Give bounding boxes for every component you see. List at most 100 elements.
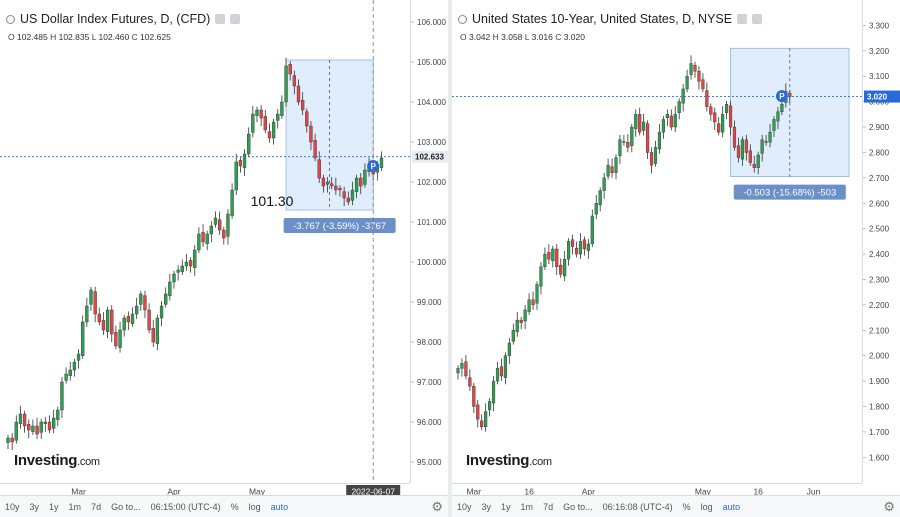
candle-body <box>89 289 93 305</box>
candle-body <box>728 105 733 128</box>
us10y-toolbar-item[interactable]: 1y <box>501 501 511 512</box>
dxy-toolbar-item[interactable]: Go to... <box>111 501 141 512</box>
x-tick-label: Mar <box>71 487 86 497</box>
settings-small-icon[interactable] <box>230 14 241 24</box>
us10y-plot-area[interactable]: -0.503 (-15.68%) -503 P <box>452 0 862 483</box>
x-tick-label: Apr <box>167 487 180 497</box>
candle-body <box>47 421 52 431</box>
candle-body <box>491 380 496 404</box>
us10y-time-axis[interactable]: Mar 16 Apr May 16 Jun <box>452 483 862 497</box>
candle-body <box>673 114 677 128</box>
dxy-toolbar-item[interactable]: log <box>248 501 261 512</box>
dxy-toolbar-item[interactable]: auto <box>270 501 289 512</box>
y-tick-label: 2.800 <box>869 148 890 157</box>
candle-body <box>515 319 519 333</box>
y-tick-label: 104.000 <box>417 98 446 107</box>
candle-body <box>456 368 460 374</box>
us10y-toolbar-item[interactable]: log <box>700 501 713 512</box>
gear-icon[interactable]: ⚙ <box>883 498 895 514</box>
us10y-toolbar-item[interactable]: auto <box>722 501 741 512</box>
candle-body <box>768 131 772 143</box>
dxy-ohlc-readout: O 102.485 H 102.835 L 102.460 C 102.625 <box>8 32 171 42</box>
candle-body <box>555 248 559 267</box>
y-tick-label: 2.900 <box>869 123 890 132</box>
candle-body <box>488 401 492 411</box>
dxy-toolbar-item[interactable]: % <box>230 501 239 512</box>
candle-body <box>507 342 511 356</box>
dxy-toolbar-item[interactable]: 7d <box>91 501 102 512</box>
candle-body <box>752 164 756 168</box>
candle-body <box>267 131 272 139</box>
candle-body <box>531 299 535 306</box>
candle-body <box>155 317 160 344</box>
candle-body <box>677 101 681 113</box>
settings-small-icon[interactable] <box>752 14 763 24</box>
candle-body <box>76 353 81 361</box>
dxy-toolbar-item[interactable]: 3y <box>29 501 40 512</box>
candle-body <box>705 90 709 107</box>
candle-body <box>51 417 56 429</box>
dxy-time-axis[interactable]: 2022-06-07 Mar Apr May <box>0 483 410 497</box>
us10y-ohlc-readout: O 3.042 H 3.058 L 3.016 C 3.020 <box>460 32 585 42</box>
dxy-close: 102.625 <box>140 32 171 42</box>
us10y-price-axis[interactable]: 3.3003.2003.1003.0002.9002.8002.7002.600… <box>862 0 900 483</box>
candle-body <box>305 111 309 127</box>
dxy-toolbar-item[interactable]: 06:15:00 (UTC-4) <box>150 501 221 512</box>
candle-body <box>226 213 230 237</box>
candle-body <box>342 191 346 199</box>
us10y-toolbar-item[interactable]: 1m <box>520 501 534 512</box>
us10y-toolbar-item[interactable]: 10y <box>457 501 472 512</box>
candle-body <box>81 321 85 356</box>
measure-label-bg <box>283 218 396 233</box>
us10y-toolbar-item[interactable]: 3y <box>481 501 492 512</box>
last-price-tag-bg <box>412 150 449 163</box>
us10y-toolbar-item[interactable]: 06:16:08 (UTC-4) <box>602 501 673 512</box>
dxy-toolbar-item[interactable]: 10y <box>5 501 20 512</box>
gear-icon[interactable]: ⚙ <box>431 498 443 514</box>
dxy-toolbar-item[interactable]: 1m <box>68 501 82 512</box>
candle-body <box>296 85 301 103</box>
candle-body <box>363 169 367 185</box>
maximize-icon[interactable] <box>215 14 226 24</box>
candle-body <box>653 147 658 164</box>
us10y-price-axis-svg: 3.3003.2003.1003.0002.9002.8002.7002.600… <box>863 21 900 462</box>
y-tick-label: 2.700 <box>869 174 890 183</box>
us10y-time-axis-svg: Mar 16 Apr May 16 Jun <box>466 487 820 497</box>
candle-body <box>271 121 276 139</box>
x-tick-label: Apr <box>582 487 595 497</box>
candle-body <box>184 261 189 267</box>
symbol-status-icon <box>458 14 467 24</box>
candle-body <box>535 284 539 304</box>
dxy-price-axis[interactable]: 106.000 105.000 104.000 103.000 102.000 101.0… <box>410 0 449 483</box>
y-tick-label: 3.100 <box>869 72 890 81</box>
candle-body <box>325 181 330 185</box>
candle-body <box>756 154 760 168</box>
candle-body <box>539 266 543 287</box>
measure-label-bg <box>733 184 846 200</box>
y-tick-label: 2.200 <box>869 301 890 310</box>
candle-body <box>255 109 259 116</box>
candle-body <box>159 305 164 319</box>
candle-body <box>222 229 226 239</box>
candle-body <box>736 145 741 158</box>
candle-body <box>602 177 606 191</box>
y-tick-label: 2.100 <box>869 326 890 335</box>
dxy-plot-area[interactable]: -3.767 (-3.59%) -3767 101.30 P <box>0 0 410 483</box>
candle-body <box>519 319 523 323</box>
dxy-low: 102.460 <box>98 32 130 42</box>
y-tick-label: 106.000 <box>417 18 446 27</box>
maximize-icon[interactable] <box>737 14 748 24</box>
us10y-toolbar-item[interactable]: % <box>682 501 691 512</box>
y-tick-label: 3.200 <box>869 47 890 56</box>
candle-body <box>330 183 334 187</box>
us10y-toolbar-item[interactable]: Go to... <box>563 501 593 512</box>
us10y-toolbar-item[interactable]: 7d <box>543 501 554 512</box>
y-tick-label: 2.400 <box>869 250 890 259</box>
candle-body <box>685 76 689 90</box>
y-tick-label: 1.900 <box>869 377 890 386</box>
candle-body <box>14 421 18 441</box>
candle-body <box>551 248 555 261</box>
dxy-toolbar-item[interactable]: 1y <box>49 501 59 512</box>
dxy-title-text: US Dollar Index Futures, D, (CFD) <box>20 12 211 26</box>
candle-body <box>740 139 744 160</box>
